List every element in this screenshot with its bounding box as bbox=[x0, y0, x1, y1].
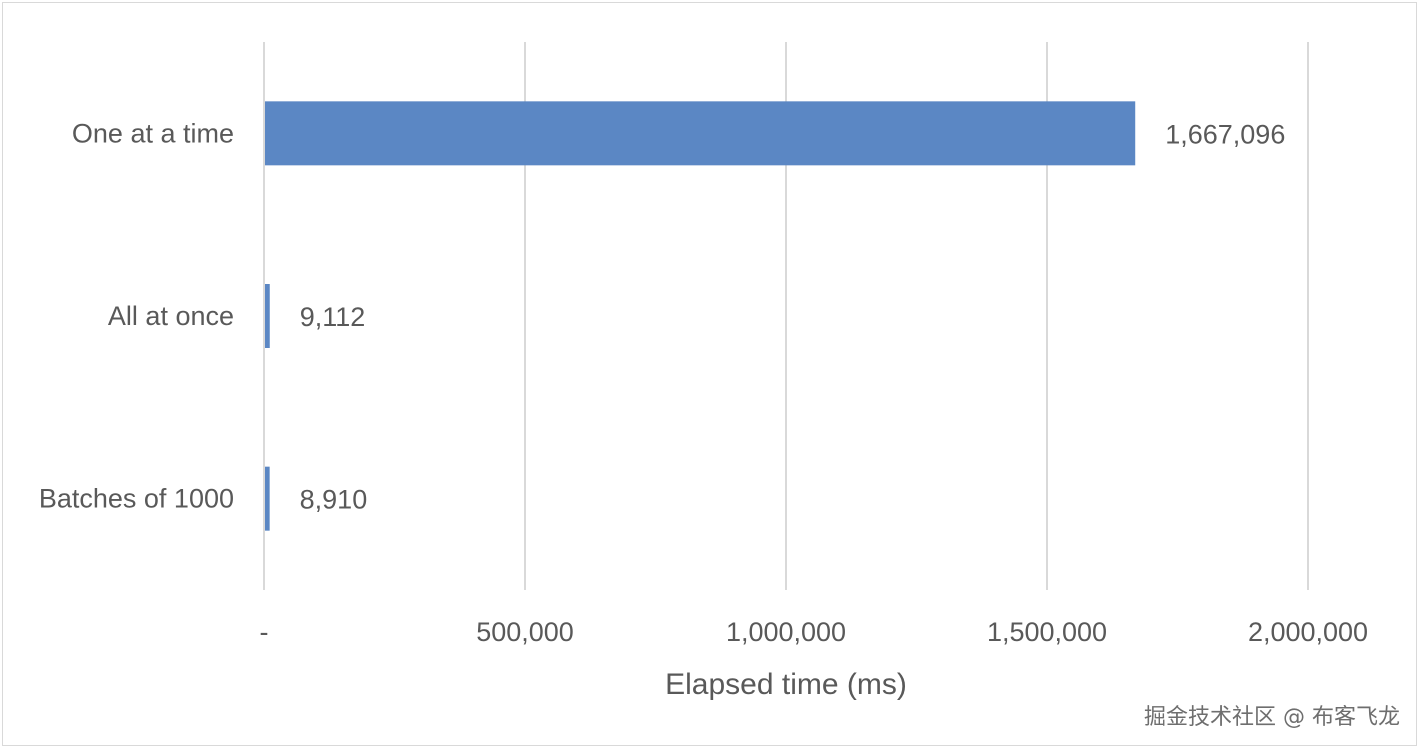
category-label: Batches of 1000 bbox=[39, 484, 234, 514]
bar bbox=[265, 466, 270, 531]
x-tick-label: 1,500,000 bbox=[987, 617, 1107, 647]
x-tick-label: - bbox=[260, 617, 269, 647]
data-label: 8,910 bbox=[300, 485, 368, 515]
x-axis-title: Elapsed time (ms) bbox=[665, 668, 907, 701]
bar bbox=[265, 284, 270, 348]
x-tick-label: 1,000,000 bbox=[726, 617, 846, 647]
data-label: 9,112 bbox=[300, 302, 366, 332]
x-tick-label: 500,000 bbox=[476, 617, 574, 647]
category-label: All at once bbox=[108, 301, 234, 331]
x-tick-label: 2,000,000 bbox=[1248, 617, 1368, 647]
bars bbox=[265, 101, 1136, 531]
bar bbox=[265, 101, 1136, 166]
watermark: 掘金技术社区 @ 布客飞龙 bbox=[1144, 705, 1400, 730]
labels: - 500,000 1,000,000 1,500,000 2,000,000 One a… bbox=[39, 118, 1368, 647]
category-label: One at a time bbox=[72, 118, 234, 148]
data-label: 1,667,096 bbox=[1165, 119, 1285, 149]
